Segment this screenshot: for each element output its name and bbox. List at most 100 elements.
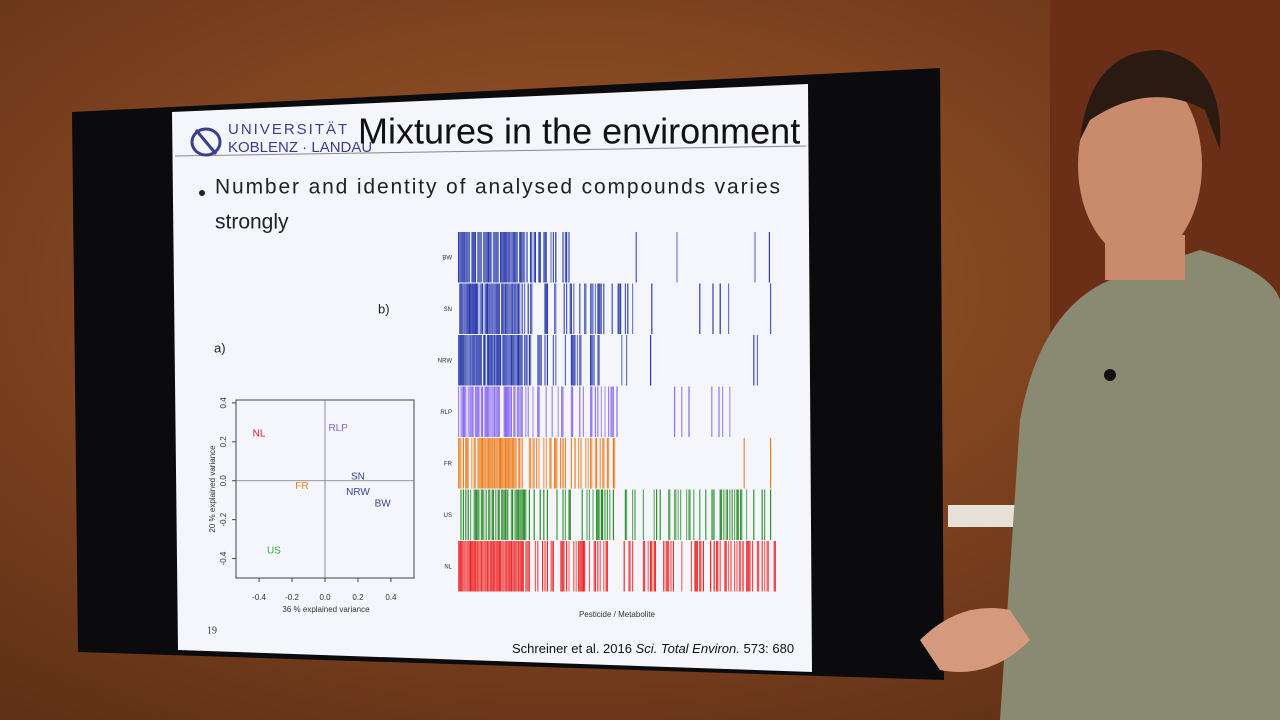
stripe — [519, 541, 521, 592]
stripe — [506, 541, 508, 592]
stripe — [483, 541, 485, 592]
stripe — [521, 489, 523, 540]
stripe — [491, 283, 493, 334]
stripe — [579, 335, 581, 386]
stripe — [519, 335, 521, 386]
stripe — [642, 489, 644, 540]
stripe — [528, 489, 530, 540]
stripe — [594, 283, 596, 334]
stripe — [644, 541, 646, 592]
stripe — [521, 232, 523, 283]
stripe — [581, 541, 583, 592]
stripe — [474, 335, 476, 386]
stripe — [472, 335, 474, 386]
stripe — [512, 438, 514, 489]
stripe — [570, 335, 572, 386]
stripe — [504, 438, 506, 489]
bullet — [199, 190, 205, 196]
stripe — [672, 541, 674, 592]
stripe — [515, 232, 517, 283]
stripe — [656, 489, 658, 540]
stripe — [680, 489, 682, 540]
stripe — [486, 335, 488, 386]
stripe — [568, 489, 570, 540]
stripe — [725, 489, 727, 540]
stripe — [472, 386, 474, 437]
stripe — [486, 283, 488, 334]
stripe — [461, 541, 463, 592]
stripe — [501, 438, 503, 489]
stripe — [544, 283, 546, 334]
stripe — [521, 438, 523, 489]
stripe — [506, 283, 508, 334]
stripe — [632, 541, 634, 592]
stripe — [516, 232, 518, 283]
stripe — [465, 541, 467, 592]
stripe — [518, 283, 520, 334]
stripe — [582, 541, 584, 592]
stripe — [503, 335, 505, 386]
stripe — [738, 541, 740, 592]
stripe — [531, 232, 533, 283]
stripe — [723, 489, 725, 540]
stripe — [554, 438, 556, 489]
stripe — [513, 541, 515, 592]
stripe — [506, 386, 508, 437]
stripe — [736, 541, 738, 592]
stripe — [722, 386, 724, 437]
stripe — [476, 335, 478, 386]
stripe — [512, 335, 514, 386]
stripe — [675, 489, 677, 540]
stripe — [514, 386, 516, 437]
stripe — [459, 438, 461, 489]
x-tick-label: -0.2 — [285, 593, 299, 602]
stripe — [766, 541, 768, 592]
stripe — [659, 489, 661, 540]
stripe — [719, 489, 721, 540]
stripe — [470, 489, 472, 540]
stripe — [495, 386, 497, 437]
stripe — [550, 232, 552, 283]
stripe — [627, 283, 629, 334]
stripe — [758, 541, 760, 592]
stripe — [546, 335, 548, 386]
stripe — [462, 386, 464, 437]
stripe — [490, 541, 492, 592]
stripe — [471, 438, 473, 489]
stripe — [603, 541, 605, 592]
stripe — [473, 283, 475, 334]
stripe — [612, 386, 614, 437]
stripe — [618, 283, 620, 334]
stripe — [532, 386, 534, 437]
stripe — [514, 489, 516, 540]
stripe — [761, 541, 763, 592]
stripe — [484, 541, 486, 592]
stripe — [461, 232, 463, 283]
stripe — [465, 283, 467, 334]
stripe — [489, 438, 491, 489]
stripe — [575, 541, 577, 592]
stripe — [458, 386, 460, 437]
stripe — [515, 438, 517, 489]
stripe — [494, 283, 496, 334]
stripe — [599, 283, 601, 334]
stripe — [480, 232, 482, 283]
stripe — [570, 386, 572, 437]
stripe — [530, 283, 532, 334]
stripe — [489, 283, 491, 334]
stripe — [524, 232, 526, 283]
stripe — [699, 489, 701, 540]
stripe — [514, 283, 516, 334]
stripe — [605, 541, 607, 592]
stripe — [742, 541, 744, 592]
stripe — [734, 541, 736, 592]
stripe — [491, 438, 493, 489]
stripe — [584, 283, 586, 334]
stripe — [585, 438, 587, 489]
stripe — [734, 489, 736, 540]
stripe — [570, 438, 572, 489]
stripe — [731, 489, 733, 540]
stripe — [588, 489, 590, 540]
stripe — [514, 232, 516, 283]
